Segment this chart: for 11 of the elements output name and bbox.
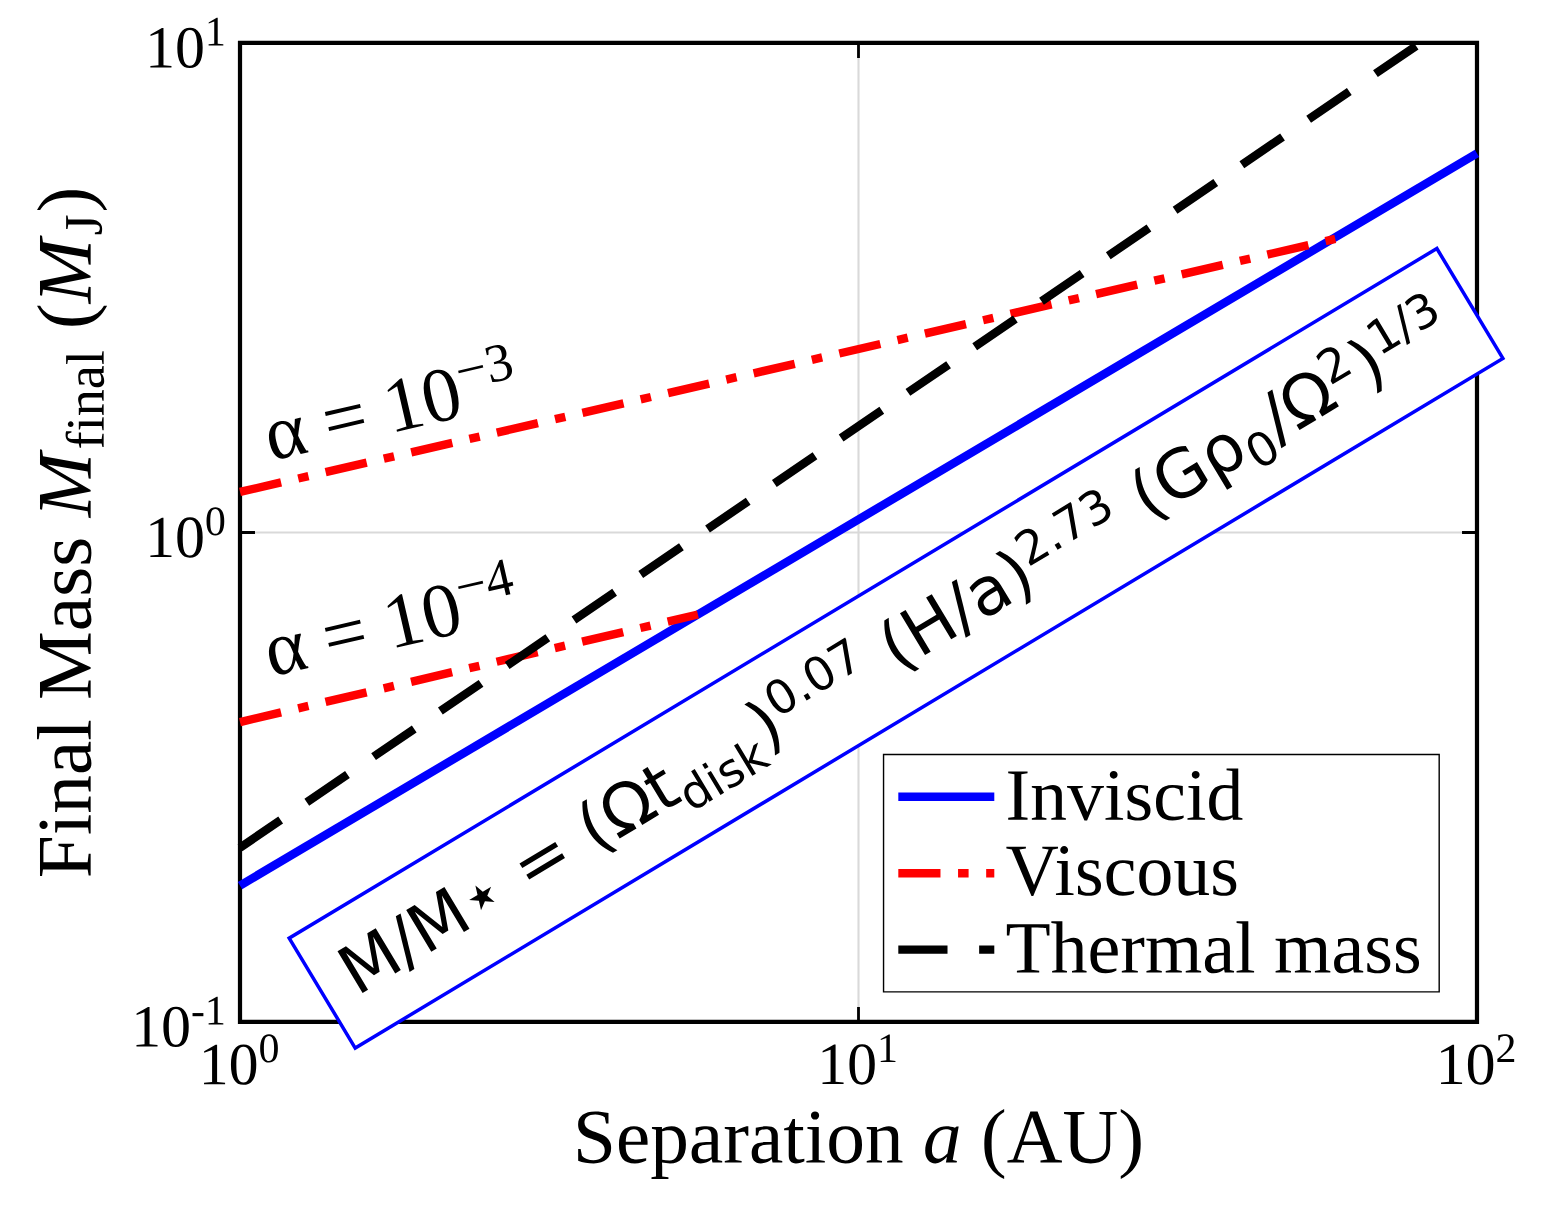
annotation: α = 10$^{−3}$ [268,345,513,459]
y-tick-label: 10$^{1}$ [150,17,224,69]
y-axis-title: Final Mass M$_{final}$ (M$_{J}$) [37,190,108,876]
x-tick-label: 10$^{1}$ [822,1034,896,1085]
legend-label: Thermal mass [1006,921,1420,974]
x-axis-title: Separation a (AU) [578,1108,1141,1180]
y-tick-label: 10$^{0}$ [150,507,225,558]
annotation: α = 10$^{−4}$ [268,559,514,675]
legend-label: Viscous [1006,846,1237,897]
x-tick-label: 10$^{2}$ [1441,1034,1515,1085]
legend-label: Inviscid [1008,768,1243,821]
